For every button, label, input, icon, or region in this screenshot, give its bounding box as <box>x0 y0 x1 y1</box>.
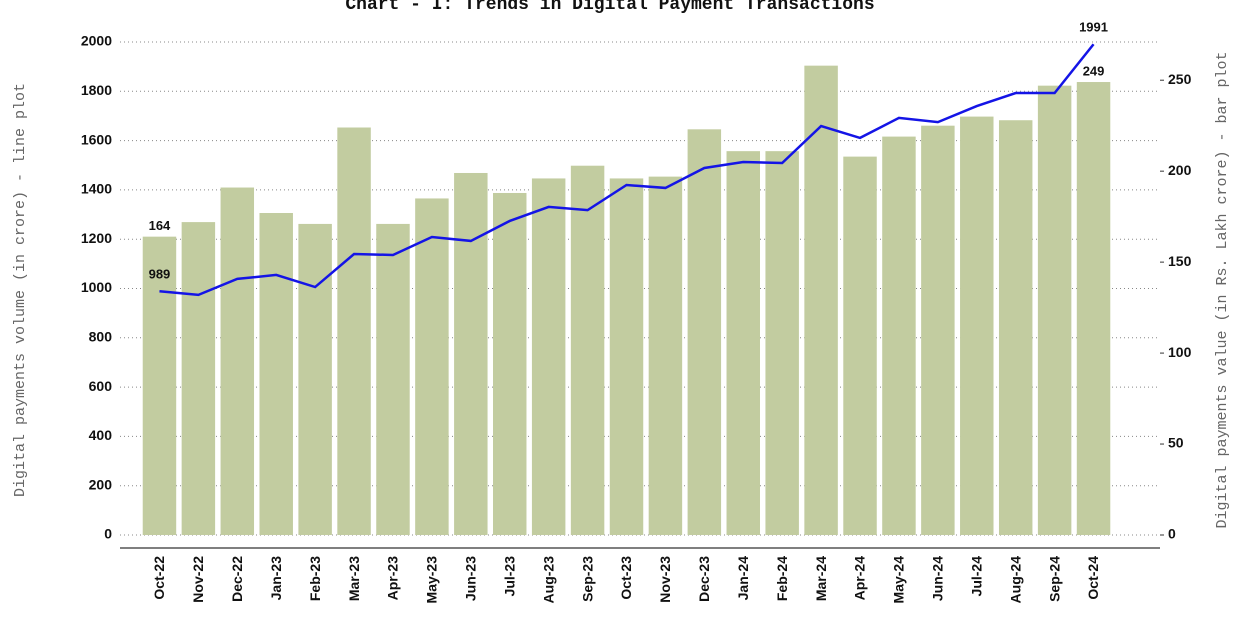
y-tick-label: 2000 <box>81 33 112 49</box>
y2-axis-label: Digital payments value (in Rs. Lakh cror… <box>1214 51 1231 528</box>
bar <box>142 236 177 535</box>
y-tick-label: 800 <box>89 329 113 345</box>
y-tick-label: 1200 <box>81 230 112 246</box>
x-tick-label: Oct-22 <box>151 556 167 600</box>
x-tick-label: Apr-23 <box>385 556 401 601</box>
y-tick-label: 200 <box>89 476 113 492</box>
y-tick-label: 400 <box>89 427 113 443</box>
bar <box>454 172 488 535</box>
y-axis-label: Digital payments volume (in crore) - lin… <box>12 83 29 497</box>
x-tick-label: Jun-24 <box>930 556 946 601</box>
y-tick-label: 0 <box>104 526 112 542</box>
bar <box>882 136 916 535</box>
bar <box>960 116 994 535</box>
x-tick-label: Mar-23 <box>346 556 362 601</box>
y-tick-label: 600 <box>89 378 113 394</box>
data-label: 249 <box>1083 63 1105 78</box>
x-tick-label: Feb-23 <box>307 556 323 601</box>
x-tick-label: Nov-23 <box>657 556 673 603</box>
x-tick-label: Aug-24 <box>1007 556 1023 604</box>
bar <box>337 127 371 536</box>
bar <box>493 192 527 535</box>
bar <box>298 223 332 535</box>
y2-tick-label: 250 <box>1168 71 1192 87</box>
bar <box>415 198 449 535</box>
x-tick-label: Jan-23 <box>268 556 284 601</box>
x-tick-label: Dec-23 <box>696 556 712 602</box>
y2-tick-label: 100 <box>1168 344 1192 360</box>
bar <box>259 213 293 535</box>
bar <box>648 176 683 535</box>
x-tick-label: Sep-24 <box>1046 556 1062 602</box>
bar <box>1037 85 1072 535</box>
y-tick-label: 1600 <box>81 131 112 147</box>
bar <box>843 156 877 535</box>
x-tick-label: Oct-23 <box>618 556 634 600</box>
bar <box>609 178 644 535</box>
x-tick-label: May-24 <box>891 556 907 604</box>
x-tick-label: May-23 <box>424 556 440 604</box>
bar <box>726 151 760 535</box>
bar <box>570 165 605 535</box>
bar <box>998 120 1033 535</box>
x-tick-label: Dec-22 <box>229 556 245 602</box>
bar <box>376 223 410 535</box>
bar <box>531 178 566 535</box>
x-tick-label: Apr-24 <box>852 556 868 601</box>
x-tick-label: Aug-23 <box>540 556 556 604</box>
bar <box>181 222 216 536</box>
x-tick-label: Jun-23 <box>463 556 479 601</box>
chart-title: Chart - I: Trends in Digital Payment Tra… <box>345 0 874 15</box>
bar <box>765 151 799 535</box>
x-tick-label: Oct-24 <box>1085 556 1101 600</box>
x-tick-label: Jan-24 <box>735 556 751 601</box>
x-tick-label: Mar-24 <box>813 556 829 601</box>
data-label: 989 <box>149 267 171 282</box>
data-label: 164 <box>149 218 171 233</box>
bar <box>687 129 722 535</box>
x-tick-label: Sep-23 <box>579 556 595 602</box>
line <box>159 43 1095 297</box>
y2-tick-label: 0 <box>1168 526 1176 542</box>
bar <box>1076 82 1111 535</box>
y-tick-label: 1400 <box>81 181 112 197</box>
x-tick-label: Feb-24 <box>774 556 790 601</box>
data-label: 1991 <box>1079 20 1108 35</box>
x-tick-label: Jul-24 <box>968 556 984 597</box>
y2-tick-label: 200 <box>1168 162 1192 178</box>
bar <box>921 125 955 536</box>
y-tick-label: 1000 <box>81 279 112 295</box>
y2-tick-label: 50 <box>1168 435 1184 451</box>
y2-tick-label: 150 <box>1168 253 1192 269</box>
bar <box>804 65 838 535</box>
y-tick-label: 1800 <box>81 82 112 98</box>
x-tick-label: Jul-23 <box>501 556 517 597</box>
bar <box>220 187 255 536</box>
x-tick-label: Nov-22 <box>190 556 206 603</box>
